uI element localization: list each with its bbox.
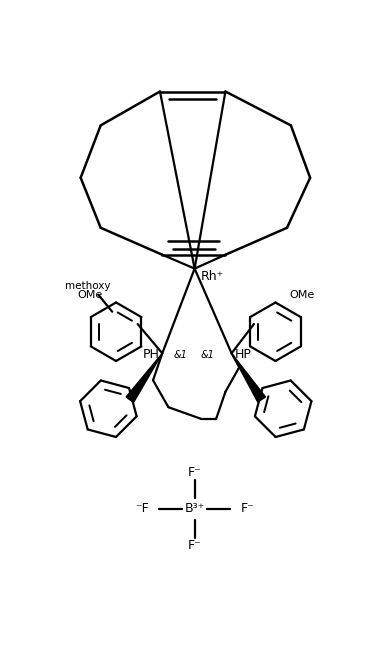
Text: &1: &1 [201, 350, 215, 360]
Text: B³⁺: B³⁺ [185, 502, 205, 516]
Text: HP: HP [235, 348, 252, 361]
Text: &1: &1 [173, 350, 187, 360]
Text: methoxy: methoxy [65, 281, 110, 291]
Text: F⁻: F⁻ [188, 466, 202, 479]
Text: F⁻: F⁻ [188, 538, 202, 551]
Polygon shape [126, 353, 162, 402]
Text: OMe: OMe [77, 290, 102, 300]
Text: ⁻F: ⁻F [135, 502, 149, 516]
Text: Rh⁺: Rh⁺ [201, 270, 224, 283]
Text: PH: PH [143, 348, 159, 361]
Text: F⁻: F⁻ [241, 502, 255, 516]
Polygon shape [232, 353, 265, 402]
Text: OMe: OMe [289, 290, 315, 300]
